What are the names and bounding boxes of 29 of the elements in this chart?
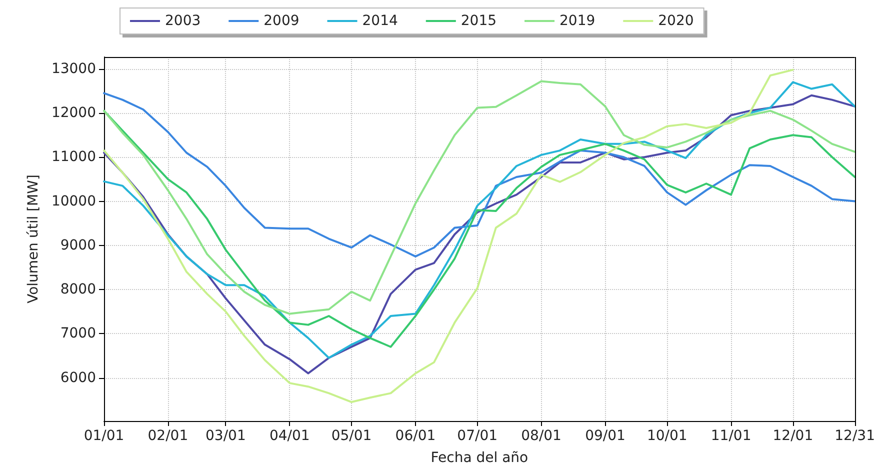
y-tick-label: 13000 — [51, 60, 96, 77]
x-tick-label: 03/01 — [206, 428, 246, 444]
x-tick-label: 08/01 — [521, 428, 562, 444]
x-tick-label: 09/01 — [585, 428, 626, 444]
legend-label: 2014 — [362, 13, 398, 29]
legend-label: 2015 — [460, 13, 497, 29]
y-tick-label: 6000 — [60, 370, 96, 386]
legend-label: 2020 — [658, 13, 694, 29]
x-tick-label: 11/01 — [710, 428, 752, 444]
legend-label: 2003 — [165, 13, 201, 29]
y-tick-label: 11000 — [51, 149, 96, 166]
x-tick-label: 06/01 — [395, 428, 436, 444]
x-tick-label: 02/01 — [148, 428, 188, 444]
legend-label: 2019 — [560, 13, 596, 29]
y-tick-label: 12000 — [51, 105, 96, 122]
x-tick-label: 07/01 — [457, 428, 498, 444]
x-tick-label: 05/01 — [331, 428, 372, 444]
legend-label: 2009 — [264, 13, 300, 29]
y-tick-label: 7000 — [60, 326, 96, 342]
x-tick-label: 12/01 — [772, 428, 814, 444]
x-tick-label: 12/31 — [834, 428, 876, 444]
y-tick-label: 8000 — [60, 282, 96, 298]
y-tick-label: 10000 — [51, 193, 96, 210]
x-tick-label: 04/01 — [269, 428, 310, 444]
x-tick-label: 10/01 — [646, 428, 688, 444]
y-tick-label: 9000 — [60, 237, 96, 254]
y-axis-title: Volumen útil [MW] — [26, 174, 42, 304]
x-axis-title: Fecha del año — [430, 450, 528, 466]
x-tick-label: 01/01 — [84, 428, 124, 444]
